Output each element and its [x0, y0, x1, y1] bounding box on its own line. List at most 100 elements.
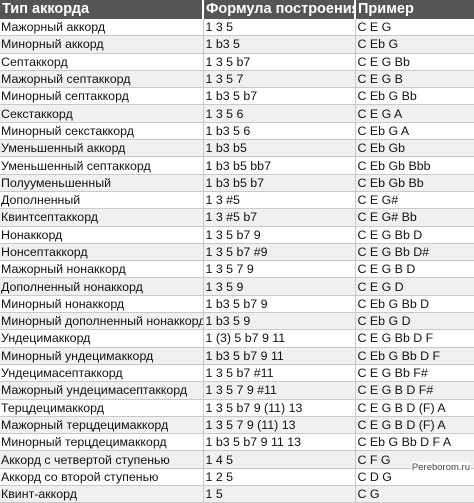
- chord-type-cell: Аккорд со второй ступенью: [0, 468, 204, 487]
- chord-type-cell: Уменьшенный аккорд: [0, 139, 204, 158]
- chord-type-cell: Ундецимаккорд: [0, 329, 204, 348]
- example-cell: C E G Bb: [355, 53, 474, 71]
- example-cell: C E G#: [355, 191, 474, 210]
- chord-type-cell: Минорный дополненный нонаккорд: [0, 312, 204, 331]
- example-cell: C Eb Gb: [355, 139, 474, 158]
- formula-cell: 1 3 5 9: [203, 277, 356, 296]
- formula-cell: 1 b3 5 9: [203, 312, 356, 331]
- example-cell: C E G Bb D F: [355, 329, 474, 348]
- formula-cell: 1 3 5 7 9 (11) 13: [203, 416, 356, 435]
- table-row: Уменьшенный аккорд 1 b3 b5 C Eb Gb: [0, 139, 474, 158]
- formula-cell: 1 b3 b5: [203, 139, 356, 158]
- formula-cell: 1 3 5 7 9 #11: [203, 381, 356, 400]
- example-cell: C Eb Gb Bb: [355, 174, 474, 192]
- chord-type-cell: Уменьшенный септаккорд: [0, 156, 204, 175]
- table-row: Полууменьшенный 1 b3 b5 b7 C Eb Gb Bb: [0, 174, 474, 192]
- formula-cell: 1 4 5: [203, 450, 356, 469]
- example-cell: C E G Bb D#: [355, 243, 474, 262]
- example-cell: C E G Bb F#: [355, 364, 474, 383]
- example-cell: C E G# Bb: [355, 208, 474, 227]
- example-cell: C E G B D: [355, 260, 474, 279]
- chord-type-cell: Нонсептаккорд: [0, 243, 204, 262]
- chord-type-cell: Секстаккорд: [0, 104, 204, 123]
- chord-type-cell: Минорный ундецимаккорд: [0, 347, 204, 365]
- chord-type-cell: Мажорный нонаккорд: [0, 260, 204, 279]
- chord-type-cell: Минорный септаккорд: [0, 87, 204, 106]
- chord-type-cell: Мажорный ундецимасептаккорд: [0, 381, 204, 400]
- example-cell: C Eb Gb Bbb: [355, 156, 474, 175]
- chord-type-cell: Мажорный терцдецимаккорд: [0, 416, 204, 435]
- table-header-row: Тип аккорда Формула построения Пример: [0, 0, 474, 19]
- chord-type-cell: Септаккорд: [0, 53, 204, 71]
- formula-cell: 1 b3 5: [203, 35, 356, 54]
- formula-cell: 1 3 5 b7 9 (11) 13: [203, 399, 356, 417]
- formula-cell: 1 (3) 5 b7 9 11: [203, 329, 356, 348]
- formula-cell: 1 2 5: [203, 468, 356, 487]
- chord-type-cell: Мажорный аккорд: [0, 19, 204, 37]
- watermark: Pereborom.ru: [410, 462, 471, 473]
- example-cell: C E G B D F#: [355, 381, 474, 400]
- column-header-formula: Формула построения: [203, 0, 356, 19]
- table-row: Септаккорд 1 3 5 b7 C E G Bb: [0, 53, 474, 71]
- example-cell: C E G B D (F) A: [355, 399, 474, 417]
- table-row: Уменьшенный септаккорд 1 b3 b5 bb7 C Eb Gb…: [0, 156, 474, 175]
- chord-type-cell: Минорный аккорд: [0, 35, 204, 54]
- formula-cell: 1 3 5 b7: [203, 53, 356, 71]
- example-cell: C Eb G: [355, 35, 474, 54]
- example-cell: C E G D: [355, 277, 474, 296]
- formula-cell: 1 3 #5 b7: [203, 208, 356, 227]
- formula-cell: 1 3 5 b7 #9: [203, 243, 356, 262]
- table-row: Терцдецимаккорд 1 3 5 b7 9 (11) 13 C E G B…: [0, 399, 474, 417]
- table-row: Минорный терцдецимаккорд 1 b3 5 b7 9 11 1…: [0, 433, 474, 452]
- formula-cell: 1 5: [203, 485, 356, 503]
- formula-cell: 1 b3 5 6: [203, 122, 356, 141]
- chord-type-cell: Дополненный нонаккорд: [0, 277, 204, 296]
- chord-type-cell: Нонаккорд: [0, 226, 204, 244]
- chord-type-cell: Мажорный септаккорд: [0, 70, 204, 89]
- formula-cell: 1 3 5 b7 #11: [203, 364, 356, 383]
- chord-type-cell: Ундецимасептаккорд: [0, 364, 204, 383]
- column-header-chord-type: Тип аккорда: [0, 0, 204, 19]
- formula-cell: 1 3 5 6: [203, 104, 356, 123]
- example-cell: C G: [355, 485, 474, 503]
- chord-type-cell: Терцдецимаккорд: [0, 399, 204, 417]
- table-row: Мажорный терцдецимаккорд 1 3 5 7 9 (11) 1…: [0, 416, 474, 435]
- table-row: Ундецимасептаккорд 1 3 5 b7 #11 C E G Bb F…: [0, 364, 474, 383]
- example-cell: C Eb G A: [355, 122, 474, 141]
- formula-cell: 1 3 5 7 9: [203, 260, 356, 279]
- chord-type-cell: Минорный нонаккорд: [0, 295, 204, 314]
- formula-cell: 1 b3 5 b7 9: [203, 295, 356, 314]
- table-row: Ундецимаккорд 1 (3) 5 b7 9 11 C E G Bb D F: [0, 329, 474, 348]
- example-cell: C E G: [355, 19, 474, 37]
- example-cell: C Eb G Bb: [355, 87, 474, 106]
- example-cell: C E G B: [355, 70, 474, 89]
- table-row: Мажорный ундецимасептаккорд 1 3 5 7 9 #11…: [0, 381, 474, 400]
- formula-cell: 1 b3 b5 bb7: [203, 156, 356, 175]
- example-cell: C E G A: [355, 104, 474, 123]
- formula-cell: 1 3 5 7: [203, 70, 356, 89]
- formula-cell: 1 b3 5 b7 9 11 13: [203, 433, 356, 452]
- formula-cell: 1 b3 5 b7 9 11: [203, 347, 356, 365]
- example-cell: C E G B D (F) A: [355, 416, 474, 435]
- formula-cell: 1 b3 b5 b7: [203, 174, 356, 192]
- table-row: Дополненный 1 3 #5 C E G#: [0, 191, 474, 210]
- formula-cell: 1 3 #5: [203, 191, 356, 210]
- example-cell: C Eb G Bb D F A: [355, 433, 474, 452]
- table-row: Минорный ундецимаккорд 1 b3 5 b7 9 11 C Eb…: [0, 347, 474, 365]
- chord-type-cell: Дополненный: [0, 191, 204, 210]
- table-row: Квинтсептаккорд 1 3 #5 b7 C E G# Bb: [0, 208, 474, 227]
